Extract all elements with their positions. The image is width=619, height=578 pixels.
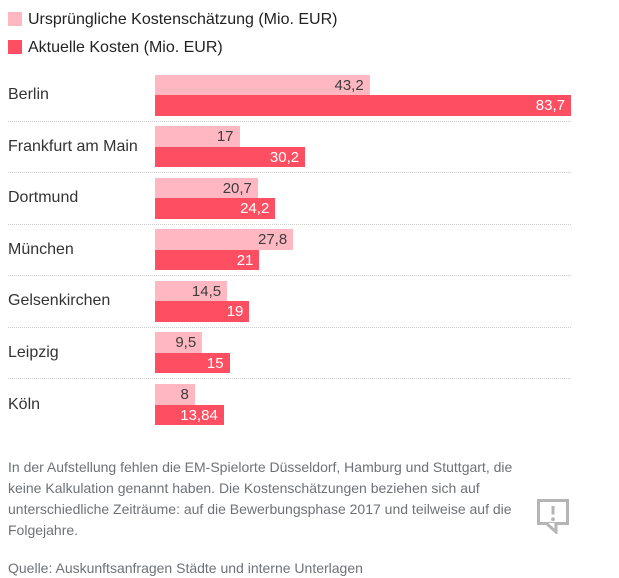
city-label: Frankfurt am Main [8, 137, 138, 155]
bar-value-current-costs: 13,84 [180, 406, 218, 424]
bar-original-estimate: 9,5 [155, 332, 203, 353]
chart-row: Berlin 43,2 83,7 [8, 70, 571, 122]
legend-item-current-costs: Aktuelle Kosten (Mio. EUR) [8, 37, 619, 58]
city-label: Gelsenkirchen [8, 292, 111, 310]
bar-value-original-estimate: 27,8 [257, 231, 288, 248]
footnote-text: In der Aufstellung fehlen die EM-Spielor… [8, 458, 513, 538]
bar-current-costs: 24,2 [155, 198, 276, 219]
city-label: München [8, 240, 74, 258]
speech-bubble-exclamation-icon [535, 499, 573, 537]
grouped-bar-chart: Berlin 43,2 83,7 Frankfurt am Main 17 30… [8, 70, 571, 431]
bar-value-original-estimate: 20,7 [222, 179, 252, 197]
bar-group: 17 30,2 [155, 126, 571, 168]
footer: In der Aufstellung fehlen die EM-Spielor… [8, 457, 619, 541]
city-label: Köln [8, 395, 41, 413]
bar-value-current-costs: 19 [226, 303, 244, 320]
bar-group: 20,7 24,2 [155, 177, 571, 219]
bar-current-costs: 30,2 [155, 146, 306, 168]
bar-original-estimate: 43,2 [155, 74, 370, 96]
bar-value-current-costs: 83,7 [535, 97, 565, 114]
city-label: Dortmund [8, 189, 79, 207]
report-error-button[interactable] [535, 496, 573, 537]
bar-value-original-estimate: 17 [216, 128, 234, 145]
bar-current-costs: 21 [155, 249, 260, 271]
bar-group: 43,2 83,7 [155, 74, 571, 116]
bar-value-current-costs: 15 [206, 354, 224, 372]
bar-current-costs: 19 [155, 301, 250, 322]
bar-current-costs: 83,7 [155, 95, 571, 116]
legend-swatch-original-estimate [8, 12, 22, 26]
bar-current-costs: 15 [155, 352, 230, 374]
bar-original-estimate: 17 [155, 126, 240, 147]
bar-group: 14,5 19 [155, 280, 571, 322]
bar-group: 27,8 21 [155, 229, 571, 271]
bar-value-original-estimate: 9,5 [175, 334, 197, 351]
bar-value-current-costs: 24,2 [240, 200, 270, 217]
legend: Ursprüngliche Kostenschätzung (Mio. EUR)… [8, 9, 619, 58]
source-line: Quelle: Auskunftsanfragen Städte und int… [8, 559, 363, 576]
chart-row: Dortmund 20,7 24,2 [8, 173, 571, 225]
bar-value-original-estimate: 43,2 [334, 76, 364, 94]
bar-original-estimate: 14,5 [155, 280, 228, 302]
bar-value-current-costs: 21 [236, 251, 254, 269]
legend-item-original-estimate: Ursprüngliche Kostenschätzung (Mio. EUR) [8, 9, 619, 30]
city-label: Leipzig [8, 343, 59, 361]
chart-row: Köln 8 13,84 [8, 379, 571, 431]
legend-swatch-current-costs [8, 40, 22, 54]
bar-group: 9,5 15 [155, 332, 571, 374]
bar-original-estimate: 27,8 [155, 229, 294, 250]
bar-original-estimate: 20,7 [155, 177, 258, 199]
bar-original-estimate: 8 [155, 384, 195, 405]
bar-current-costs: 13,84 [155, 404, 224, 426]
chart-row: Leipzig 9,5 15 [8, 328, 571, 379]
chart-row: München 27,8 21 [8, 225, 571, 276]
legend-label-original-estimate: Ursprüngliche Kostenschätzung (Mio. EUR) [28, 11, 338, 28]
chart-row: Frankfurt am Main 17 30,2 [8, 122, 571, 173]
legend-label-current-costs: Aktuelle Kosten (Mio. EUR) [28, 39, 223, 56]
bar-value-original-estimate: 14,5 [191, 282, 222, 300]
chart-row: Gelsenkirchen 14,5 19 [8, 276, 571, 328]
bar-group: 8 13,84 [155, 384, 571, 426]
bar-value-original-estimate: 8 [180, 386, 189, 403]
bar-value-current-costs: 30,2 [269, 148, 300, 166]
city-label: Berlin [8, 86, 49, 104]
